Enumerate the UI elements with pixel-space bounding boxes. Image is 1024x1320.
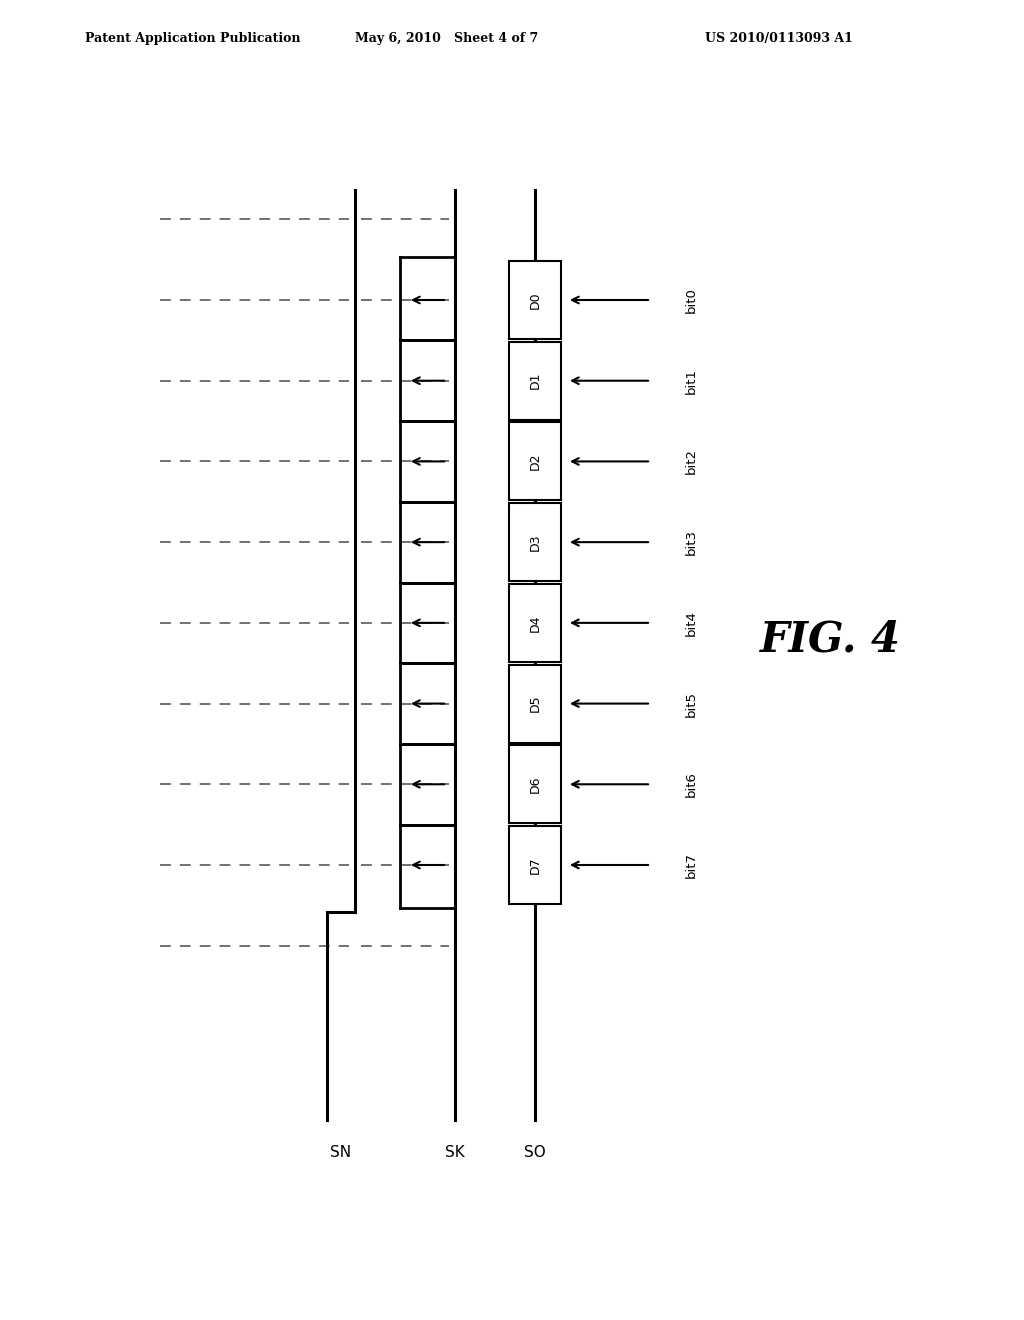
Bar: [509, 583, 561, 661]
Bar: [509, 261, 561, 339]
Text: SO: SO: [524, 1144, 546, 1160]
Text: bit0: bit0: [685, 286, 697, 313]
Text: bit1: bit1: [685, 368, 697, 393]
Text: D6: D6: [528, 776, 542, 793]
Text: D0: D0: [528, 292, 542, 309]
Text: SN: SN: [331, 1144, 351, 1160]
Text: bit6: bit6: [685, 771, 697, 797]
Text: D1: D1: [528, 372, 542, 389]
Text: bit7: bit7: [685, 851, 697, 878]
Bar: [509, 503, 561, 581]
Text: US 2010/0113093 A1: US 2010/0113093 A1: [705, 32, 853, 45]
Text: D2: D2: [528, 453, 542, 470]
Text: D4: D4: [528, 614, 542, 631]
Text: FIG. 4: FIG. 4: [760, 619, 900, 661]
Text: D7: D7: [528, 857, 542, 874]
Text: bit4: bit4: [685, 610, 697, 636]
Bar: [509, 422, 561, 500]
Text: bit3: bit3: [685, 529, 697, 556]
Text: bit2: bit2: [685, 449, 697, 474]
Bar: [509, 342, 561, 420]
Text: D5: D5: [528, 694, 542, 713]
Bar: [509, 826, 561, 904]
Text: SK: SK: [445, 1144, 465, 1160]
Text: bit5: bit5: [685, 690, 697, 717]
Bar: [509, 664, 561, 743]
Bar: [509, 746, 561, 824]
Text: May 6, 2010   Sheet 4 of 7: May 6, 2010 Sheet 4 of 7: [355, 32, 539, 45]
Text: D3: D3: [528, 533, 542, 550]
Text: Patent Application Publication: Patent Application Publication: [85, 32, 300, 45]
